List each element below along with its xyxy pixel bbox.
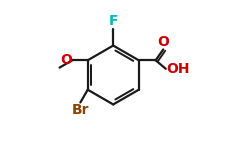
Text: Br: Br — [72, 103, 89, 117]
Text: O: O — [158, 34, 169, 49]
Text: OH: OH — [166, 62, 190, 76]
Text: F: F — [108, 14, 118, 28]
Text: O: O — [60, 53, 72, 67]
